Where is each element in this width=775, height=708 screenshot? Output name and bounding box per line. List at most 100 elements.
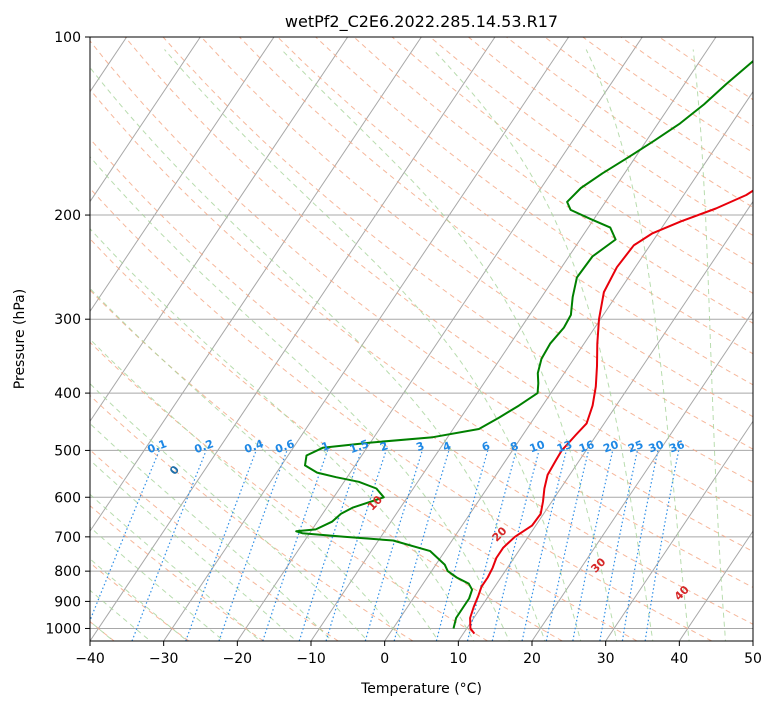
- mixing-ratio-line: [435, 450, 489, 641]
- moist-adiabat-line: [432, 49, 654, 641]
- mixing-ratio-label: 3: [414, 439, 426, 454]
- dry-adiabat-line: [353, 37, 753, 324]
- mixing-ratio-label: 0.4: [243, 437, 266, 456]
- x-axis-title: Temperature (°C): [360, 681, 482, 697]
- mixing-ratio-line: [131, 450, 207, 641]
- mixing-ratio-label: 36: [668, 438, 687, 456]
- y-tick-label: 1000: [45, 621, 81, 637]
- moist-adiabat-line: [90, 338, 404, 641]
- moist-adiabat-label: 20: [490, 524, 510, 544]
- y-tick-label: 200: [54, 208, 81, 224]
- moist-adiabat-line: [585, 49, 690, 641]
- plot-frame: [89, 36, 754, 642]
- mixing-ratio-label: 20: [602, 438, 621, 456]
- mixing-ratio-line: [393, 450, 450, 641]
- mixing-ratio-line: [572, 450, 614, 641]
- dry-adiabat-line: [277, 37, 753, 386]
- moist-adiabat-line: [90, 287, 440, 641]
- sounding-series: [295, 60, 753, 635]
- plot-area: 0.10.20.40.611.52346810131620253036-100-…: [90, 37, 753, 641]
- dry-adiabat-line: [162, 37, 753, 484]
- moist-adiabat-line: [90, 156, 510, 641]
- moist-adiabat-label: 30: [588, 555, 608, 575]
- mixing-ratio-lines: [90, 450, 680, 641]
- dry-adiabat-label: 0: [167, 463, 182, 477]
- mixing-ratio-label: 6: [480, 439, 492, 454]
- dry-adiabat-line: [658, 37, 753, 101]
- x-axis: −40 −30 −20 −10 0 10 20 30 40 50: [75, 641, 762, 667]
- y-tick-label: 800: [54, 564, 81, 580]
- x-tick-label: 20: [523, 651, 541, 667]
- isotherm-line: [531, 310, 753, 641]
- curve-labels: 0.10.20.40.611.52346810131620253036-100-…: [146, 437, 692, 603]
- moist-adiabat-line: [164, 49, 582, 641]
- isotherm-line: [236, 37, 643, 641]
- isotherm-line: [752, 640, 753, 641]
- moist-adiabat-line: [90, 228, 475, 641]
- mixing-ratio-line: [599, 450, 638, 641]
- mixing-ratio-line: [364, 450, 423, 641]
- mixing-ratio-line: [218, 450, 288, 641]
- isotherm-line: [163, 37, 570, 641]
- dry-adiabat-line: [200, 37, 753, 450]
- dry-adiabat-line: [429, 37, 753, 265]
- x-tick-label: −30: [149, 651, 179, 667]
- isotherm-line: [90, 37, 349, 423]
- x-tick-label: −20: [223, 651, 253, 667]
- x-tick-label: 50: [744, 651, 762, 667]
- dry-adiabat-line: [315, 37, 753, 355]
- isotherm-line: [605, 420, 753, 641]
- isotherm-line: [90, 37, 201, 203]
- dry-adiabat-line: [90, 187, 712, 641]
- isotherm-line: [384, 90, 753, 641]
- y-tick-label: 100: [54, 30, 81, 46]
- dry-adiabat-line: [391, 37, 753, 294]
- x-tick-label: −10: [296, 651, 326, 667]
- y-tick-label: 500: [54, 443, 81, 459]
- dewpoint-profile-line: [295, 60, 753, 629]
- x-tick-label: −40: [75, 651, 105, 667]
- moist-adiabat-line: [692, 49, 727, 641]
- mixing-ratio-label: 1.5: [348, 437, 371, 456]
- dry-adiabat-line: [90, 137, 753, 625]
- y-tick-label: 600: [54, 490, 81, 506]
- x-tick-label: 10: [449, 651, 467, 667]
- y-tick-label: 900: [54, 594, 81, 610]
- dry-adiabat-line: [90, 88, 753, 588]
- y-axis: 100 200 300 400 500 600 700 800 900 1000: [45, 30, 90, 637]
- moist-adiabat-lines: [90, 49, 727, 641]
- dry-adiabat-line: [90, 394, 414, 641]
- mixing-ratio-label: 2: [378, 439, 390, 454]
- temperature-profile-line: [469, 189, 753, 635]
- mixing-ratio-label: 0.1: [146, 437, 169, 456]
- isotherm-line: [678, 530, 753, 641]
- dry-adiabat-line: [90, 562, 190, 641]
- mixing-ratio-line: [90, 450, 160, 623]
- dry-adiabat-line: [582, 37, 753, 154]
- isotherm-line: [90, 37, 422, 533]
- mixing-ratio-line: [298, 450, 362, 641]
- mixing-ratio-label: 10: [528, 438, 547, 456]
- isobar-gridlines: [90, 37, 753, 629]
- isotherm-line: [90, 37, 275, 313]
- dry-adiabat-line: [90, 238, 638, 641]
- moist-adiabat-line: [90, 66, 546, 641]
- moist-adiabat-line: [90, 526, 225, 641]
- x-tick-label: 40: [670, 651, 688, 667]
- dry-adiabat-line: [90, 40, 753, 553]
- mixing-ratio-label: 25: [626, 438, 645, 455]
- moist-adiabat-line: [90, 383, 369, 641]
- mixing-ratio-line: [466, 450, 517, 641]
- dry-adiabat-line: [620, 37, 753, 127]
- dry-adiabat-line: [124, 37, 753, 518]
- moist-adiabat-line: [90, 589, 152, 641]
- mixing-ratio-label: 1: [320, 439, 332, 454]
- dry-adiabat-line: [239, 37, 753, 418]
- mixing-ratio-label: 4: [441, 439, 453, 454]
- chart-title: wetPf2_C2E6.2022.285.14.53.R17: [285, 12, 558, 32]
- isotherm-line: [90, 37, 496, 641]
- moist-adiabat-line: [90, 493, 261, 641]
- moist-adiabat-line: [281, 49, 618, 641]
- y-tick-label: 700: [54, 530, 81, 546]
